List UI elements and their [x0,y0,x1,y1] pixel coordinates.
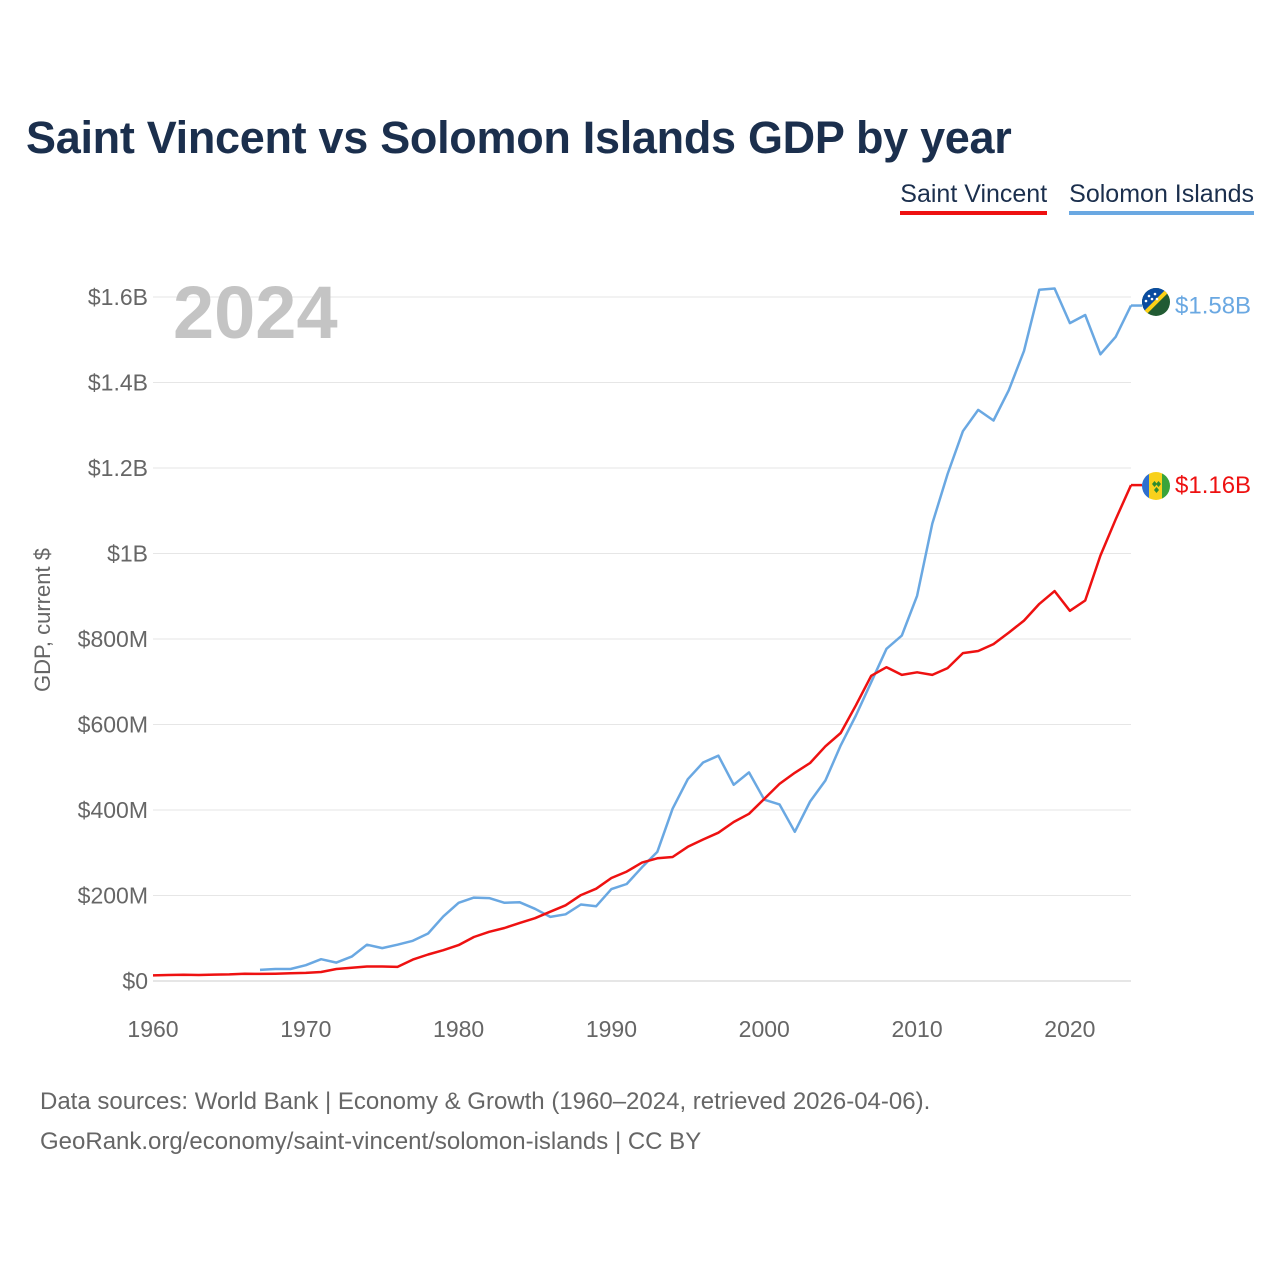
y-axis-ticks: $0 $200M $400M $600M $800M $1B $1.2B $1.4B $1.6B [78,284,148,994]
source-note: Data sources: World Bank | Economy & Gro… [40,1082,930,1162]
y-tick-label: $1.4B [88,370,148,396]
x-tick-label: 1990 [586,1016,637,1042]
x-tick-label: 2000 [739,1016,790,1042]
series-lines [152,287,1142,977]
saint-vincent-flag-icon [1142,472,1170,500]
solomon-islands-line [259,287,1133,972]
y-tick-label: $1.2B [88,455,148,481]
source-line-1: Data sources: World Bank | Economy & Gro… [40,1088,931,1115]
x-tick-label: 1960 [127,1016,178,1042]
y-axis-label: GDP, current $ [30,548,55,692]
x-tick-label: 1980 [433,1016,484,1042]
solomon-islands-end-label: $1.58B [1175,293,1251,320]
source-line-2: GeoRank.org/economy/saint-vincent/solomo… [40,1128,702,1155]
y-tick-label: $600M [78,712,148,738]
y-tick-label: $1B [107,541,148,567]
x-tick-label: 2010 [891,1016,942,1042]
x-tick-label: 2020 [1044,1016,1095,1042]
y-tick-label: $200M [78,883,148,909]
saint-vincent-end-label: $1.16B [1175,472,1251,499]
y-tick-label: $1.6B [88,284,148,310]
solomon-islands-flag-icon [1142,288,1170,316]
legend-item-saint-vincent[interactable]: Saint Vincent [900,180,1048,215]
grid-lines [153,296,1131,982]
y-tick-label: $400M [78,797,148,823]
legend: Saint Vincent Solomon Islands [900,180,1254,215]
chart-title: Saint Vincent vs Solomon Islands GDP by … [26,112,1012,163]
series-end-labels: $1.58B $1.16B [1175,293,1251,500]
saint-vincent-line [152,484,1133,977]
x-tick-label: 1970 [280,1016,331,1042]
y-tick-label: $0 [122,968,148,994]
legend-item-solomon-islands[interactable]: Solomon Islands [1069,180,1254,215]
year-watermark: 2024 [173,271,338,354]
x-axis-ticks: 1960 1970 1980 1990 2000 2010 2020 [127,1016,1095,1042]
y-tick-label: $800M [78,626,148,652]
